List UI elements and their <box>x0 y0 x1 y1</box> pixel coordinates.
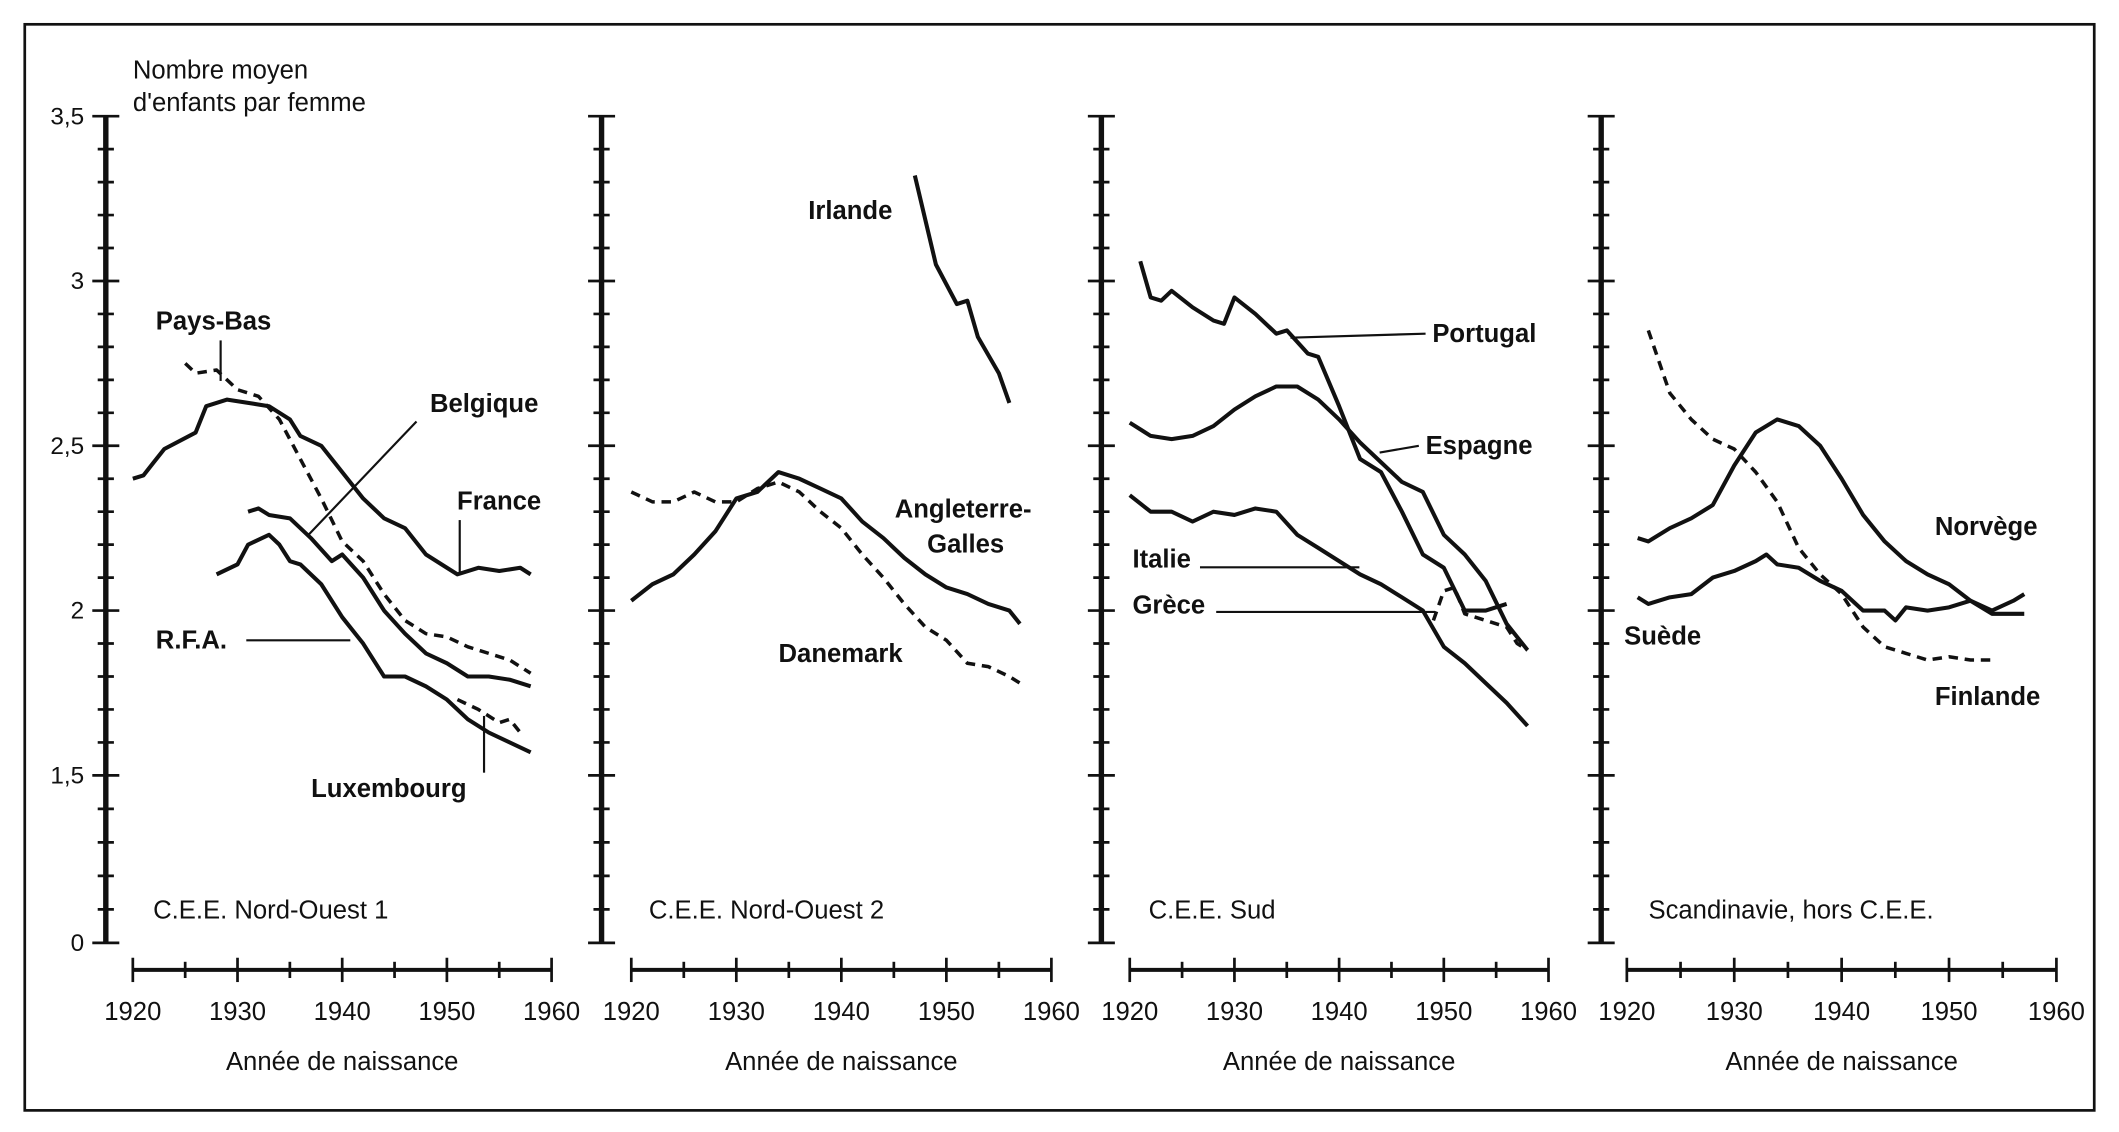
series-label: Angleterre- <box>895 495 1032 523</box>
y-tick-label: 3 <box>71 268 85 295</box>
series-line-angleterre-galles <box>630 470 1022 626</box>
series-label: Italie <box>1132 545 1190 573</box>
x-tick-label: 1940 <box>1813 998 1870 1026</box>
x-tick-label: 1930 <box>1206 998 1263 1026</box>
series-line-r-f-a- <box>215 532 532 755</box>
leader-line <box>1379 444 1420 454</box>
series-label: Luxembourg <box>311 775 466 803</box>
y-tick-label: 0 <box>71 930 85 957</box>
series-line-france <box>132 397 532 577</box>
x-tick-label: 1960 <box>1520 998 1577 1026</box>
series-label: Espagne <box>1426 432 1533 460</box>
series-label: France <box>457 487 541 515</box>
series-line-danemark <box>630 480 1021 685</box>
x-tick-label: 1950 <box>918 998 975 1026</box>
series-label: Suède <box>1624 622 1701 650</box>
series-line-pays-bas <box>184 362 532 675</box>
series-label: Belgique <box>430 390 538 418</box>
panel-title: C.E.E. Nord-Ouest 1 <box>153 897 388 925</box>
series-line-espagne <box>1128 384 1530 652</box>
x-tick-label: 1930 <box>209 998 266 1026</box>
panel-2: 1920 1930 1940 1950 1960 Année de naissance C.… <box>588 114 1080 1076</box>
series-label: Galles <box>927 530 1004 558</box>
x-tick-label: 1920 <box>1598 998 1655 1026</box>
panel-3: 1920 1930 1940 1950 1960 Année de naissance C.… <box>1087 114 1577 1076</box>
y-tick-label: 2 <box>71 598 85 625</box>
series-label: Portugal <box>1432 320 1536 348</box>
x-tick-label: 1950 <box>1415 998 1472 1026</box>
panel-4: 1920 1930 1940 1950 1960 Année de naissance Sc… <box>1587 114 2085 1076</box>
y-tick-label: 1,5 <box>50 762 84 789</box>
series-label: Pays-Bas <box>156 308 272 336</box>
series-line-portugal <box>1138 260 1508 613</box>
series-line-italie <box>1128 493 1530 728</box>
y-tick-label: 3,5 <box>50 103 84 130</box>
x-tick-label: 1930 <box>1706 998 1763 1026</box>
panel-title: C.E.E. Sud <box>1149 897 1276 925</box>
series-label: Irlande <box>808 197 892 225</box>
series-label: R.F.A. <box>156 626 227 654</box>
x-tick-label: 1960 <box>2028 998 2085 1026</box>
x-tick-label: 1940 <box>1311 998 1368 1026</box>
panel-title: C.E.E. Nord-Ouest 2 <box>649 897 884 925</box>
x-tick-label: 1920 <box>104 998 161 1026</box>
y-axis-label-line2: d'enfants par femme <box>133 89 366 117</box>
x-tick-label: 1950 <box>1920 998 1977 1026</box>
x-axis-label: Année de naissance <box>725 1048 958 1076</box>
x-tick-label: 1920 <box>1101 998 1158 1026</box>
x-tick-label: 1920 <box>603 998 660 1026</box>
x-axis-label: Année de naissance <box>1223 1048 1456 1076</box>
y-tick-label: 2,5 <box>50 433 84 460</box>
series-line-finlande <box>1646 329 1992 662</box>
series-label: Norvège <box>1935 513 2038 541</box>
x-axis-label: Année de naissance <box>226 1048 459 1076</box>
leader-line <box>307 420 418 536</box>
x-tick-label: 1940 <box>813 998 870 1026</box>
series-label: Finlande <box>1935 683 2040 711</box>
series-label: Danemark <box>779 640 904 668</box>
x-tick-label: 1940 <box>314 998 371 1026</box>
x-tick-label: 1960 <box>1023 998 1080 1026</box>
panel-title: Scandinavie, hors C.E.E. <box>1648 897 1933 925</box>
x-tick-label: 1930 <box>708 998 765 1026</box>
x-axis-label: Année de naissance <box>1725 1048 1958 1076</box>
frame <box>23 22 2096 1112</box>
series-label: Grèce <box>1132 591 1205 619</box>
series-line-belgique <box>247 506 532 689</box>
y-axis-label-line1: Nombre moyen <box>133 56 308 84</box>
series-line-norv-ge <box>1637 417 2025 616</box>
series-line-irlande <box>912 175 1012 404</box>
series-line-gr-ce <box>1431 585 1529 652</box>
x-tick-label: 1950 <box>418 998 475 1026</box>
series-line-su-de <box>1636 552 2026 623</box>
leader-line <box>1290 332 1426 339</box>
x-tick-label: 1960 <box>523 998 580 1026</box>
panel-1: 0 1,5 2 2,5 3 3,5 1920 1930 1940 1950 1960 Année de… <box>50 103 580 1076</box>
